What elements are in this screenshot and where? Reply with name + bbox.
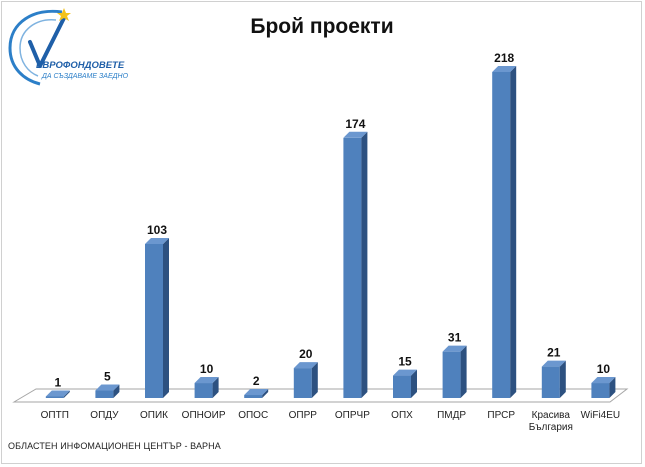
- x-tick-label: България: [529, 422, 573, 433]
- bar-top: [145, 237, 169, 244]
- bar-side: [460, 345, 467, 398]
- bar-side: [113, 384, 120, 398]
- x-tick-label: ПМДР: [437, 410, 466, 421]
- data-label: 1: [54, 376, 61, 390]
- logo-line1: ЕВРОФОНДОВЕТЕ: [36, 60, 125, 71]
- logo-checkmark: [28, 16, 66, 68]
- x-tick-label: ОПИК: [140, 410, 168, 421]
- bar-front: [492, 72, 511, 398]
- bar: [442, 345, 467, 398]
- bar: [45, 390, 70, 398]
- bar-top: [492, 66, 517, 72]
- bar-side: [559, 360, 566, 398]
- bar-side: [609, 377, 616, 398]
- bar-top: [393, 369, 417, 376]
- x-tick-label: ОПХ: [391, 410, 413, 421]
- bar-front: [393, 375, 411, 398]
- bar-top: [541, 360, 566, 367]
- bar-front: [194, 383, 213, 398]
- bar: [194, 377, 219, 398]
- bar-side: [311, 362, 318, 398]
- bar: [591, 377, 616, 398]
- bar-side: [63, 390, 70, 398]
- data-label: 15: [398, 355, 412, 369]
- bar: [95, 384, 120, 398]
- logo-line2: ДА СЪЗДАВАМЕ ЗАЕДНО: [41, 73, 129, 80]
- x-tick-label: ПРСР: [487, 410, 515, 421]
- bar-side: [163, 237, 169, 398]
- x-tick-label: WiFi4EU: [581, 410, 620, 421]
- data-label: 2: [253, 374, 260, 388]
- bar-top: [293, 362, 318, 369]
- data-label: 20: [299, 347, 313, 361]
- bar-top: [244, 389, 269, 396]
- bar-front: [244, 395, 263, 398]
- bar-top: [45, 390, 70, 397]
- x-axis-ticks: ОПТП ОПДУ ОПИК ОПНОИР ОПОС ОПРР ОПРЧР ОПХ ПМДР ПР…: [41, 410, 620, 433]
- bar-top: [591, 377, 616, 384]
- data-label: 218: [494, 51, 514, 65]
- bar: [293, 362, 318, 398]
- bar-front: [442, 351, 461, 398]
- bar: [492, 66, 517, 398]
- x-tick-label: ОПОС: [238, 410, 268, 421]
- data-label: 103: [147, 223, 167, 237]
- eurofunds-logo: ЕВРОФОНДОВЕТЕ ДА СЪЗДАВАМЕ ЗАЕДНО: [8, 8, 129, 86]
- bar-front: [45, 396, 64, 398]
- bar-top: [194, 377, 219, 384]
- bar-top: [343, 131, 368, 138]
- data-label: 5: [104, 370, 111, 384]
- x-tick-label: ОПРР: [289, 410, 318, 421]
- bar-top: [95, 384, 120, 391]
- logo-ring: [8, 9, 63, 86]
- x-tick-label: ОПРЧР: [335, 410, 370, 421]
- logo-star: [57, 8, 71, 21]
- bar-front: [95, 390, 114, 398]
- bar-front: [591, 383, 610, 398]
- footer-text: ОБЛАСТЕН ИНФОМАЦИОНЕН ЦЕНТЪР - ВАРНА: [8, 441, 221, 451]
- bar-top: [442, 345, 467, 352]
- bar-side: [262, 389, 269, 398]
- chart-title: Брой проекти: [250, 15, 393, 38]
- bars: [45, 66, 616, 399]
- bar-side: [361, 131, 368, 399]
- bar-front: [343, 137, 362, 399]
- bar: [393, 369, 417, 398]
- bar: [145, 237, 169, 398]
- bar-front: [293, 368, 312, 398]
- x-tick-label: Красива: [532, 410, 571, 421]
- x-tick-label: ОПТП: [41, 410, 69, 421]
- bar: [541, 360, 566, 398]
- data-label: 10: [597, 362, 611, 376]
- bar-front: [145, 243, 163, 398]
- bar: [343, 131, 368, 399]
- x-tick-label: ОПНОИР: [182, 410, 226, 421]
- bar-side: [212, 377, 219, 398]
- bar: [244, 389, 269, 398]
- data-label: 21: [547, 346, 561, 360]
- data-label: 174: [345, 117, 365, 131]
- bar-side: [510, 66, 517, 398]
- data-label: 10: [200, 362, 214, 376]
- x-tick-label: ОПДУ: [90, 410, 119, 421]
- bar-front: [541, 366, 560, 398]
- data-label: 31: [448, 331, 462, 345]
- bar-side: [411, 369, 417, 398]
- logo-ring-inner: [19, 19, 57, 77]
